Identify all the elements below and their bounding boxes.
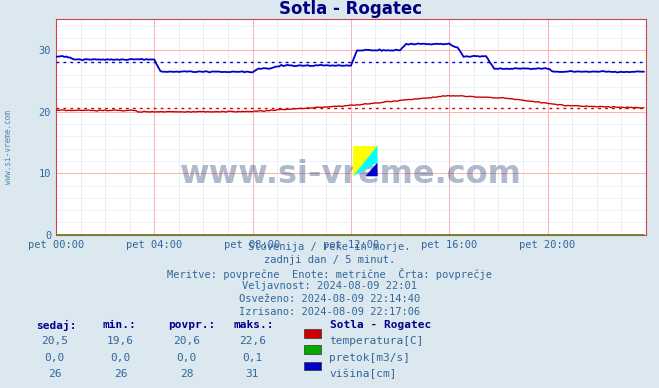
Text: višina[cm]: višina[cm] bbox=[330, 369, 397, 379]
Text: sedaj:: sedaj: bbox=[36, 320, 76, 331]
Text: min.:: min.: bbox=[102, 320, 136, 330]
Text: 26: 26 bbox=[48, 369, 61, 379]
Text: temperatura[C]: temperatura[C] bbox=[330, 336, 424, 346]
Text: www.si-vreme.com: www.si-vreme.com bbox=[4, 111, 13, 184]
Text: povpr.:: povpr.: bbox=[168, 320, 215, 330]
Text: 26: 26 bbox=[114, 369, 127, 379]
Text: 20,6: 20,6 bbox=[173, 336, 200, 346]
Text: 31: 31 bbox=[246, 369, 259, 379]
Text: zadnji dan / 5 minut.: zadnji dan / 5 minut. bbox=[264, 255, 395, 265]
Polygon shape bbox=[353, 146, 378, 176]
Text: Slovenija / reke in morje.: Slovenija / reke in morje. bbox=[248, 242, 411, 253]
Text: 0,0: 0,0 bbox=[111, 353, 130, 363]
Text: pretok[m3/s]: pretok[m3/s] bbox=[330, 353, 411, 363]
Title: Sotla - Rogatec: Sotla - Rogatec bbox=[279, 0, 422, 18]
Polygon shape bbox=[353, 146, 378, 176]
Text: Sotla - Rogatec: Sotla - Rogatec bbox=[330, 320, 431, 330]
Text: 0,0: 0,0 bbox=[45, 353, 65, 363]
Text: www.si-vreme.com: www.si-vreme.com bbox=[180, 159, 522, 190]
Text: 0,0: 0,0 bbox=[177, 353, 196, 363]
Polygon shape bbox=[365, 163, 378, 176]
Text: 0,1: 0,1 bbox=[243, 353, 262, 363]
Text: 28: 28 bbox=[180, 369, 193, 379]
Text: Izrisano: 2024-08-09 22:17:06: Izrisano: 2024-08-09 22:17:06 bbox=[239, 307, 420, 317]
Text: 19,6: 19,6 bbox=[107, 336, 134, 346]
Text: maks.:: maks.: bbox=[234, 320, 274, 330]
Text: Meritve: povprečne  Enote: metrične  Črta: povprečje: Meritve: povprečne Enote: metrične Črta:… bbox=[167, 268, 492, 280]
Text: Osveženo: 2024-08-09 22:14:40: Osveženo: 2024-08-09 22:14:40 bbox=[239, 294, 420, 304]
Text: Veljavnost: 2024-08-09 22:01: Veljavnost: 2024-08-09 22:01 bbox=[242, 281, 417, 291]
Text: 22,6: 22,6 bbox=[239, 336, 266, 346]
Text: 20,5: 20,5 bbox=[42, 336, 68, 346]
